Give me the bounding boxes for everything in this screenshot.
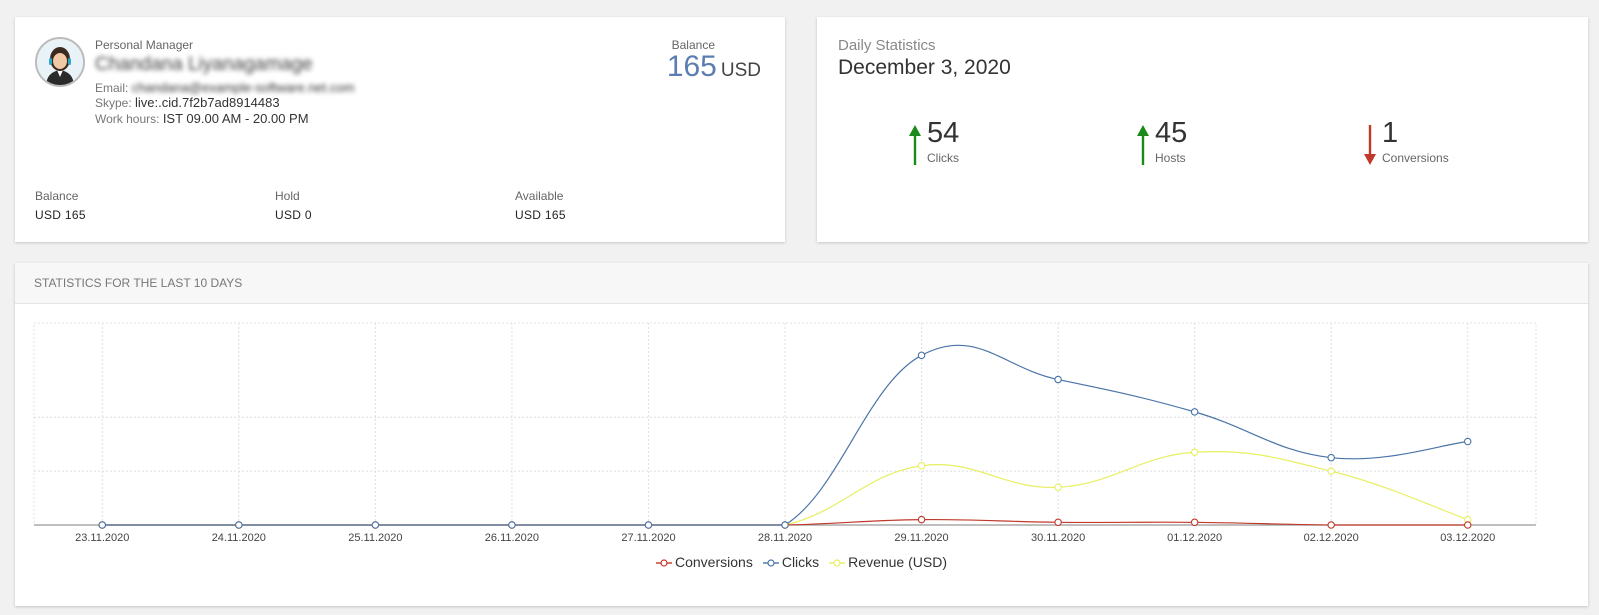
summary-available-label: Available	[515, 189, 564, 203]
data-point[interactable]	[1054, 483, 1062, 492]
statistics-title: STATISTICS FOR THE LAST 10 DAYS	[34, 276, 243, 290]
data-point[interactable]	[917, 461, 926, 470]
x-tick-label: 23.11.2020	[75, 532, 129, 543]
metric-clicks-label: Clicks	[927, 151, 959, 165]
data-point[interactable]	[644, 521, 653, 529]
manager-hours-row: Work hours: IST 09.00 AM - 20.00 PM	[95, 111, 309, 126]
manager-label: Personal Manager	[95, 38, 194, 52]
data-point[interactable]	[917, 351, 926, 360]
summary-hold: Hold USD 0	[275, 189, 312, 222]
summary-hold-label: Hold	[275, 189, 300, 203]
legend-marker-icon	[762, 559, 779, 567]
x-tick-label: 02.12.2020	[1304, 532, 1359, 543]
data-point[interactable]	[917, 515, 926, 524]
balance-label: Balance	[671, 38, 715, 52]
data-point[interactable]	[235, 521, 243, 529]
manager-avatar	[35, 37, 85, 87]
skype-label: Skype:	[95, 96, 132, 110]
daily-statistics-date: December 3, 2020	[838, 56, 1011, 79]
x-tick-label: 29.11.2020	[894, 532, 948, 543]
x-tick-label: 01.12.2020	[1167, 532, 1222, 543]
manager-name: Chandana Liyanagamage	[95, 54, 313, 75]
balance-currency: USD	[720, 60, 761, 81]
x-tick-label: 27.11.2020	[621, 532, 675, 543]
summary-balance: Balance USD 165	[35, 189, 86, 222]
legend-item[interactable]: Conversions	[656, 554, 753, 570]
data-point[interactable]	[1327, 467, 1335, 475]
summary-balance-label: Balance	[35, 189, 79, 203]
arrow-up-icon	[1137, 125, 1149, 165]
metric-conversions-value: 1	[1382, 117, 1399, 149]
summary-available: Available USD 165	[515, 189, 566, 222]
manager-skype-row: Skype: live:.cid.7f2b7ad8914483	[95, 95, 280, 110]
x-tick-label: 28.11.2020	[758, 532, 812, 543]
metric-conversions-label: Conversions	[1382, 151, 1449, 165]
arrow-down-icon	[1364, 125, 1376, 165]
summary-available-value: USD 165	[515, 208, 566, 222]
balance-amount: 165	[666, 50, 717, 83]
data-point[interactable]	[781, 521, 789, 529]
data-point[interactable]	[98, 521, 107, 529]
skype-value[interactable]: live:.cid.7f2b7ad8914483	[135, 95, 280, 110]
x-tick-label: 26.11.2020	[485, 532, 539, 543]
metric-clicks-value: 54	[927, 117, 960, 149]
statistics-chart: 23.11.2020 24.11.2020 25.11.2020 26.11.2020…	[33, 322, 1537, 543]
personal-manager-card: Personal Manager Chandana Liyanagamage E…	[15, 17, 785, 242]
data-point[interactable]	[371, 521, 380, 529]
manager-email-row: Email: chandana@example-software.net.com	[95, 80, 354, 95]
arrow-up-icon	[909, 125, 921, 165]
data-point[interactable]	[1463, 437, 1472, 446]
email-value[interactable]: chandana@example-software.net.com	[131, 80, 355, 95]
statistics-card: STATISTICS FOR THE LAST 10 DAYS 23.11.20…	[15, 263, 1588, 606]
legend-marker-icon	[829, 559, 846, 567]
statistics-header: STATISTICS FOR THE LAST 10 DAYS	[15, 263, 1588, 304]
hours-value: IST 09.00 AM - 20.00 PM	[162, 111, 309, 126]
legend-label: Conversions	[675, 554, 753, 570]
data-point[interactable]	[1327, 453, 1335, 462]
chart-legend: Conversions Clicks Revenue (USD)	[15, 554, 1588, 570]
metric-hosts-label: Hosts	[1155, 151, 1186, 165]
x-tick-label: 24.11.2020	[212, 532, 266, 543]
data-point[interactable]	[1327, 521, 1335, 529]
legend-label: Revenue (USD)	[848, 554, 947, 570]
x-tick-label: 03.12.2020	[1440, 532, 1495, 543]
data-point[interactable]	[1190, 408, 1199, 416]
legend-marker-icon	[656, 559, 672, 567]
hours-label: Work hours:	[95, 112, 160, 126]
legend-label: Clicks	[781, 554, 820, 570]
legend-item[interactable]: Revenue (USD)	[829, 554, 947, 570]
data-point[interactable]	[1190, 518, 1199, 527]
x-tick-label: 25.11.2020	[348, 532, 402, 543]
metric-hosts-value: 45	[1155, 117, 1188, 149]
legend-item[interactable]: Clicks	[762, 554, 820, 570]
series-line	[102, 344, 1468, 526]
data-point[interactable]	[1054, 518, 1062, 527]
data-point[interactable]	[1054, 375, 1062, 384]
summary-balance-value: USD 165	[35, 208, 86, 222]
email-label: Email:	[95, 81, 129, 95]
daily-statistics-label: Daily Statistics	[838, 37, 936, 54]
data-point[interactable]	[508, 521, 516, 529]
summary-hold-value: USD 0	[275, 208, 312, 222]
x-tick-label: 30.11.2020	[1031, 532, 1085, 543]
data-point[interactable]	[1463, 521, 1472, 529]
data-point[interactable]	[1190, 448, 1199, 457]
balance-display: 165 USD	[667, 50, 761, 84]
daily-statistics-card: Daily Statistics December 3, 2020 54 Cli…	[817, 17, 1588, 242]
